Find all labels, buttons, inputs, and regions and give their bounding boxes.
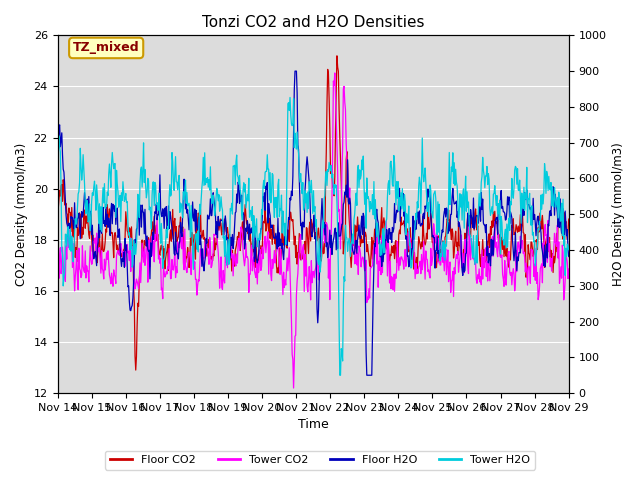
Tower H2O (195, 249, 202, 255)
Y-axis label: CO2 Density (mmol/m3): CO2 Density (mmol/m3) (15, 143, 28, 286)
Floor CO2 (392, 240, 399, 245)
Tower CO2 (168, 276, 175, 281)
Tower H2O (286, 95, 294, 100)
Tower H2O (392, 180, 399, 186)
Tower H2O (336, 372, 344, 378)
Text: TZ_mixed: TZ_mixed (73, 41, 140, 54)
Floor H2O (376, 254, 384, 260)
Tower CO2 (290, 385, 298, 391)
Tower CO2 (195, 277, 202, 283)
Y-axis label: H2O Density (mmol/m3): H2O Density (mmol/m3) (612, 143, 625, 286)
Floor H2O (195, 223, 202, 228)
Legend: Floor CO2, Tower CO2, Floor H2O, Tower H2O: Floor CO2, Tower CO2, Floor H2O, Tower H… (105, 451, 535, 469)
Line: Floor CO2: Floor CO2 (58, 56, 569, 370)
Line: Tower CO2: Tower CO2 (58, 73, 569, 388)
Tower H2O (565, 247, 573, 252)
Tower CO2 (376, 246, 384, 252)
Tower CO2 (116, 252, 124, 258)
Floor CO2 (63, 210, 70, 216)
Line: Floor H2O: Floor H2O (58, 71, 569, 375)
Floor H2O (565, 253, 573, 259)
Floor CO2 (132, 367, 140, 373)
Floor H2O (291, 68, 299, 74)
Floor H2O (63, 220, 70, 226)
Tower H2O (376, 252, 384, 258)
Tower CO2 (565, 266, 573, 272)
Tower CO2 (392, 271, 399, 277)
Floor H2O (168, 220, 175, 226)
Title: Tonzi CO2 and H2O Densities: Tonzi CO2 and H2O Densities (202, 15, 424, 30)
Floor CO2 (116, 241, 124, 247)
Tower CO2 (331, 70, 339, 76)
Floor H2O (116, 226, 124, 232)
Floor CO2 (333, 53, 340, 59)
Tower CO2 (63, 256, 70, 262)
Tower CO2 (54, 278, 61, 284)
Tower H2O (168, 192, 175, 197)
X-axis label: Time: Time (298, 419, 328, 432)
Floor CO2 (54, 191, 61, 196)
Floor H2O (392, 220, 399, 226)
Floor H2O (54, 153, 61, 159)
Floor CO2 (376, 234, 384, 240)
Tower H2O (63, 243, 70, 249)
Tower H2O (54, 116, 61, 122)
Line: Tower H2O: Tower H2O (58, 97, 569, 375)
Floor CO2 (565, 216, 573, 222)
Floor CO2 (168, 222, 176, 228)
Floor CO2 (195, 214, 203, 220)
Tower H2O (116, 196, 124, 202)
Floor H2O (363, 372, 371, 378)
